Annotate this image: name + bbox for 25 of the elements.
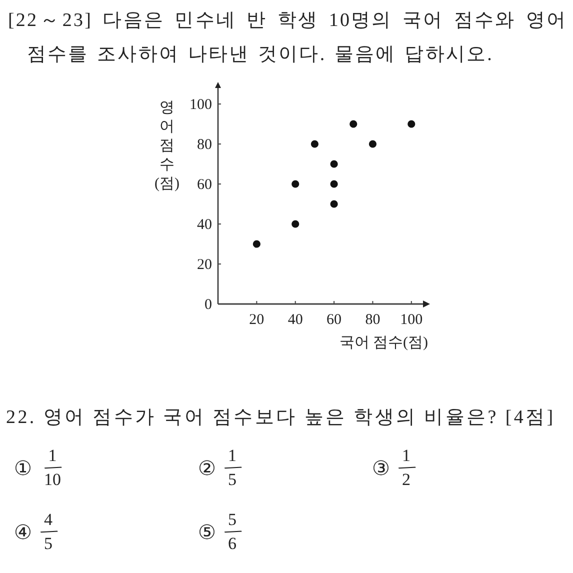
point bbox=[408, 120, 416, 128]
x-tick-label: 20 bbox=[249, 312, 264, 328]
x-tick-label: 60 bbox=[326, 312, 342, 328]
y-axis-title: 영어 점수(점) bbox=[154, 100, 180, 192]
y-tick-label: 60 bbox=[197, 177, 212, 193]
chart-title: [22～23] 다음은 민수네 반 학생 10명의 국어 점수와 영어 점수를 조사하여 나타낸 것이다. 물음에 답하시오. bbox=[8, 10, 567, 65]
point bbox=[330, 180, 338, 188]
y-tick-label: 40 bbox=[197, 217, 212, 233]
point bbox=[330, 200, 338, 208]
y-tick-label: 20 bbox=[197, 257, 212, 273]
point bbox=[330, 160, 338, 168]
point bbox=[292, 220, 300, 228]
y-tick-label: 80 bbox=[197, 137, 212, 153]
y-tick-label: 100 bbox=[190, 97, 212, 113]
point bbox=[368, 140, 377, 148]
x-tick-label: 100 bbox=[400, 312, 423, 328]
point bbox=[350, 120, 358, 128]
x-tick-label: 40 bbox=[288, 312, 303, 328]
point bbox=[252, 240, 260, 248]
point bbox=[310, 140, 318, 148]
x-axis-title: 국어 점수(점) bbox=[339, 335, 428, 351]
text: 22. 영어 점수가 국어 점수보다 높은 학생의 비율은? [4점] bbox=[6, 407, 556, 428]
point bbox=[292, 180, 300, 188]
x-tick-label: 80 bbox=[365, 312, 380, 328]
y-tick-label: 0 bbox=[204, 297, 212, 313]
